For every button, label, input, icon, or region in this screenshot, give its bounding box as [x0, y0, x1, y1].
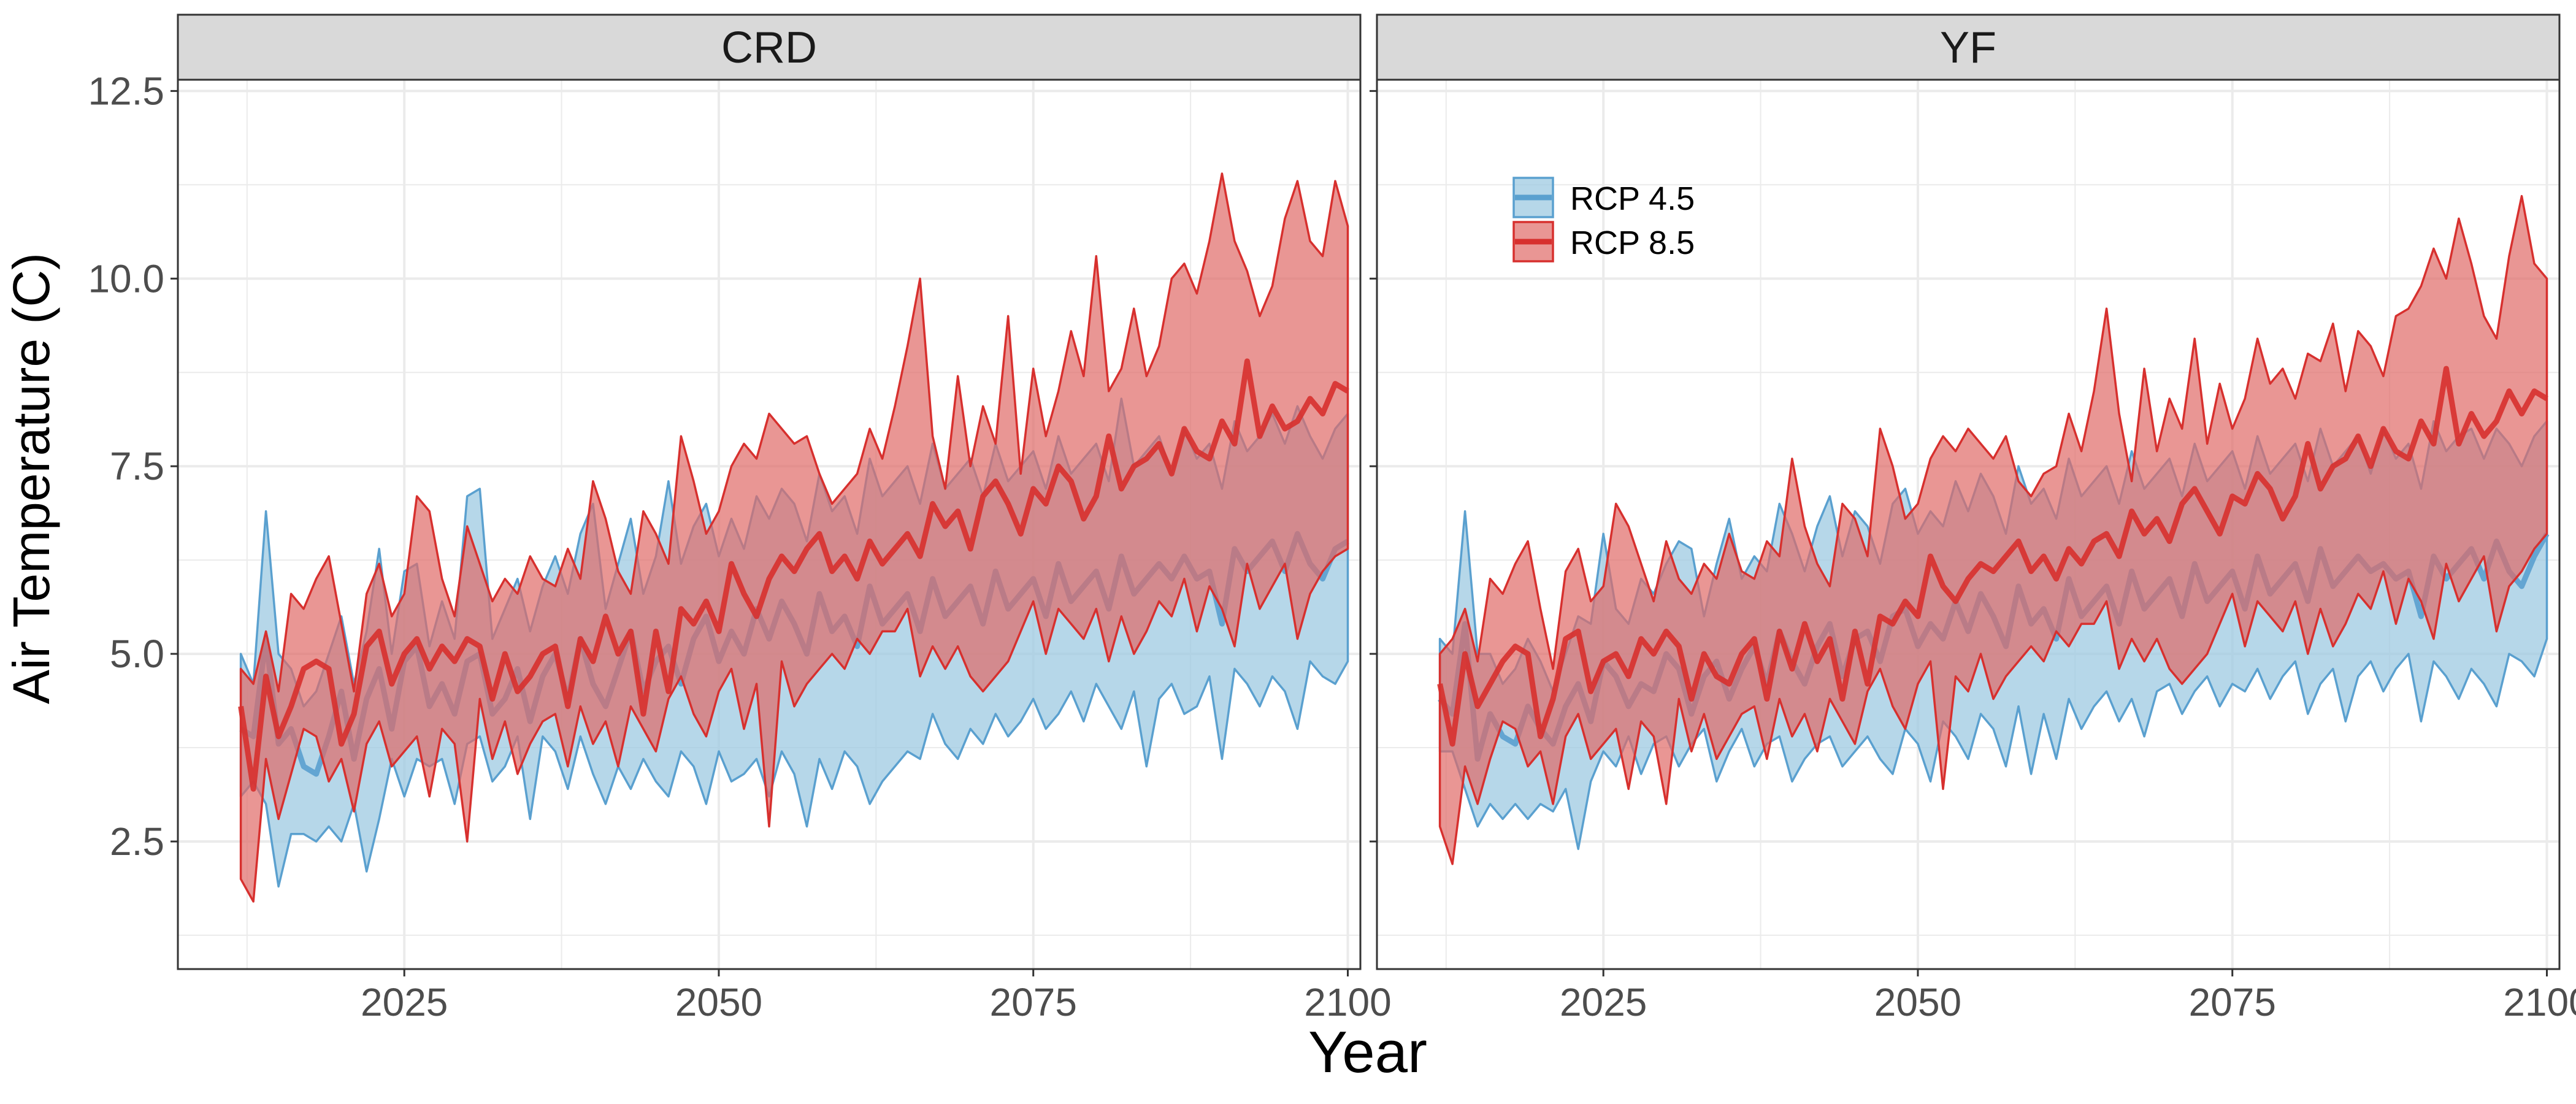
facet-strip-label: YF [1940, 23, 1996, 72]
x-tick-label: 2100 [1304, 980, 1391, 1024]
x-tick-label: 2075 [2189, 980, 2276, 1024]
x-tick-label: 2050 [675, 980, 762, 1024]
y-tick-label: 7.5 [110, 444, 164, 488]
panel-border [177, 79, 1362, 970]
facet-strip-label: CRD [721, 23, 817, 72]
ribbon-rcp85 [239, 172, 1349, 903]
legend-item-rcp85: RCP 8.5 [1512, 221, 1695, 263]
mean-line-rcp85 [1437, 366, 2548, 747]
legend-label: RCP 8.5 [1570, 224, 1695, 261]
legend-item-rcp45: RCP 4.5 [1512, 177, 1695, 218]
y-axis-label: Air Temperature (C) [2, 253, 60, 704]
y-tick-label: 5.0 [110, 632, 164, 676]
legend: RCP 4.5 RCP 8.5 [1512, 177, 1695, 263]
ribbon-rcp85 [1438, 194, 2548, 865]
y-tick-label: 12.5 [88, 69, 164, 113]
x-axis-label: Year [1308, 1019, 1427, 1085]
panels: CRD 2.5 5.0 7.5 10.0 12.5 2025 2050 2075 2100 YF 20… [88, 13, 2576, 1024]
x-tick-label: 2025 [1560, 980, 1647, 1024]
facet-strip [177, 13, 1362, 81]
panel-crd: CRD 2.5 5.0 7.5 10.0 12.5 2025 2050 2075 2100 [88, 13, 1392, 1024]
x-tick-label: 2050 [1874, 980, 1961, 1024]
facet-strip [1376, 13, 2561, 81]
y-tick-label: 10.0 [88, 256, 164, 301]
mean-line-rcp85 [238, 358, 1349, 792]
panel-yf: YF 2025 2050 2075 2100 [1370, 13, 2576, 1024]
panel-border [1376, 79, 2561, 970]
x-tick-label: 2075 [990, 980, 1077, 1024]
x-tick-label: 2025 [361, 980, 448, 1024]
x-tick-label: 2100 [2503, 980, 2576, 1024]
legend-label: RCP 4.5 [1570, 180, 1695, 217]
y-tick-label: 2.5 [110, 819, 164, 864]
